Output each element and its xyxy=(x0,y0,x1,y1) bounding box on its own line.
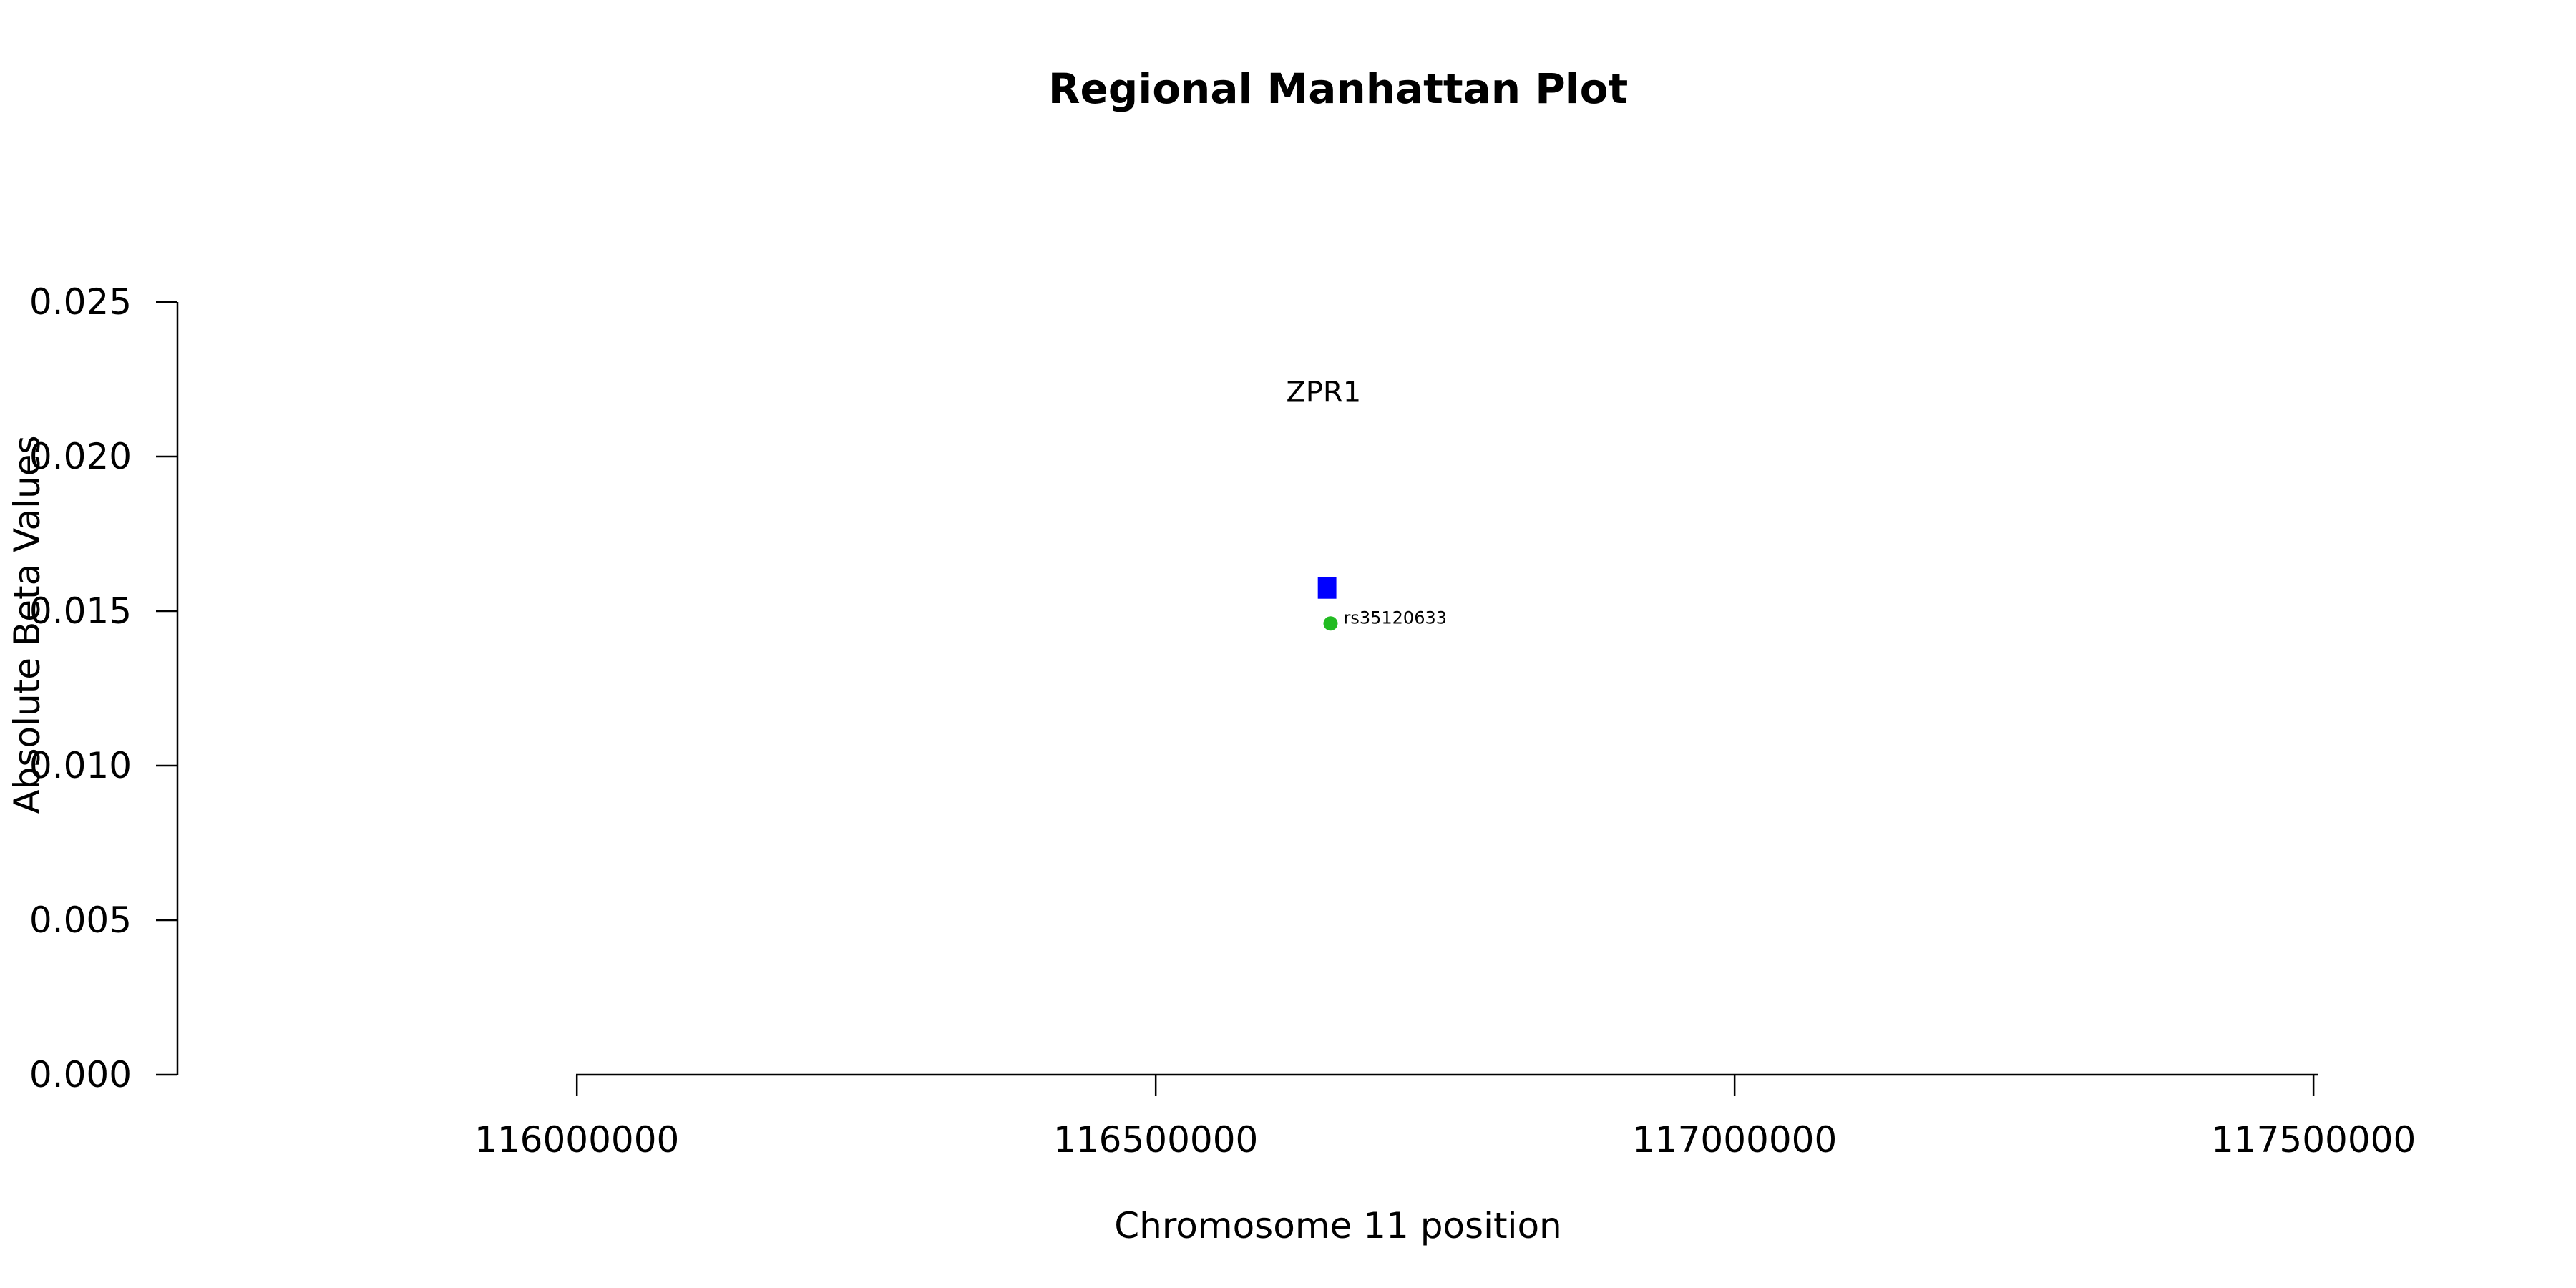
chart-title: Regional Manhattan Plot xyxy=(1048,64,1628,113)
snp-point xyxy=(1323,616,1338,631)
x-axis-title: Chromosome 11 position xyxy=(1114,1205,1562,1246)
y-tick-label: 0.020 xyxy=(29,436,132,477)
y-tick-label: 0.005 xyxy=(29,899,132,941)
gene-bar xyxy=(1317,577,1337,599)
x-tick-label: 117500000 xyxy=(2211,1119,2416,1161)
y-axis: 0.000 0.005 0.010 0.015 0.020 0.025 xyxy=(29,281,179,1096)
y-tick-label: 0.015 xyxy=(29,590,132,632)
x-tick-label: 116000000 xyxy=(474,1119,679,1161)
x-tick-label: 116500000 xyxy=(1053,1119,1258,1161)
snp-label: rs35120633 xyxy=(1343,608,1447,628)
y-tick-label: 0.025 xyxy=(29,281,132,323)
y-tick-label: 0.010 xyxy=(29,745,132,786)
x-tick-label: 117000000 xyxy=(1632,1119,1837,1161)
gene-label: ZPR1 xyxy=(1286,376,1361,409)
plot-marks: ZPR1 rs35120633 xyxy=(1286,376,1447,631)
y-tick-label: 0.000 xyxy=(29,1054,132,1096)
y-axis-title: Absolute Beta Values xyxy=(6,436,48,814)
x-axis: 116000000 116500000 117000000 117500000 xyxy=(474,1073,2416,1161)
